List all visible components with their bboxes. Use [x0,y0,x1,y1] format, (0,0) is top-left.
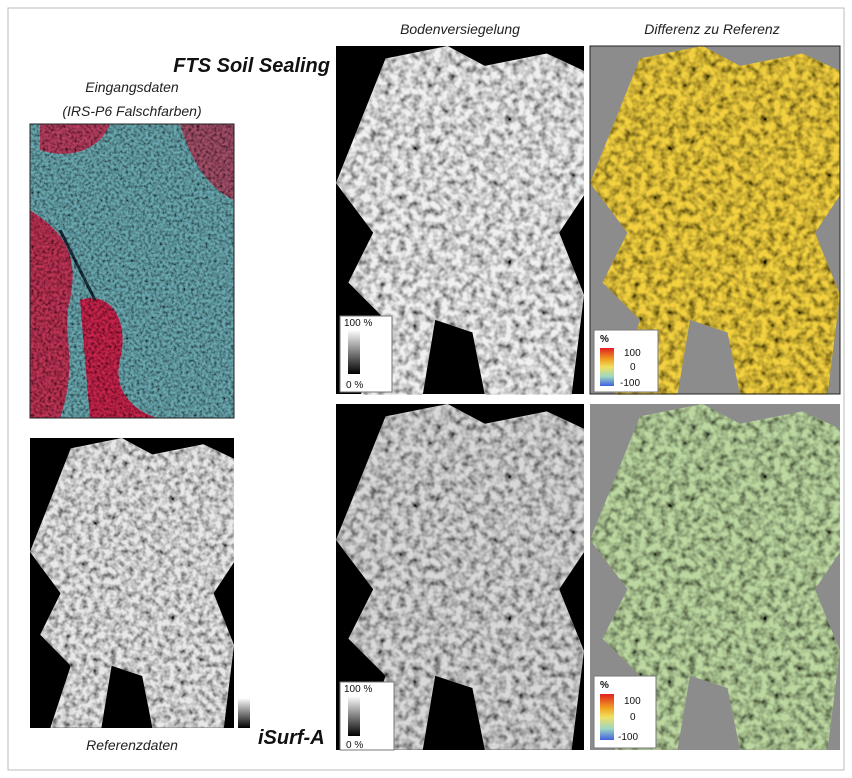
legend: 100 % 0 % [340,316,392,392]
figure: Bodenversiegelung Differenz zu Referenz … [0,0,852,778]
legend-label: 100 [624,348,641,359]
legend-label: 0 % [346,740,363,751]
legend-label: 0 [630,362,636,373]
legend: % 100 0 -100 [594,330,658,392]
column-title: Bodenversiegelung [400,21,520,37]
page: Bodenversiegelung Differenz zu Referenz … [0,0,852,778]
reference-image [30,438,234,728]
legend-label: 100 % [344,318,372,329]
legend-unit: % [600,680,609,691]
legend-swatch [238,698,250,728]
legend-label: 100 % [344,684,372,695]
column-title: Differenz zu Referenz [644,21,779,37]
legend: % 100 0 -100 [594,676,656,748]
row-title: FTS Soil Sealing [173,55,330,77]
legend: 100 % 0 % [340,682,394,751]
reference-caption: Referenzdaten [86,737,178,753]
legend-unit: % [600,334,609,345]
row-title: iSurf-A [258,727,325,749]
legend-label: 0 [630,712,636,723]
input-title: Eingangsdaten [85,79,179,95]
legend-label: -100 [618,732,638,743]
input-image [30,124,234,418]
legend-label: -100 [620,378,640,389]
legend-label: 100 [624,696,641,707]
legend-label: 0 % [346,380,363,391]
input-subtitle: (IRS-P6 Falschfarben) [62,103,201,119]
